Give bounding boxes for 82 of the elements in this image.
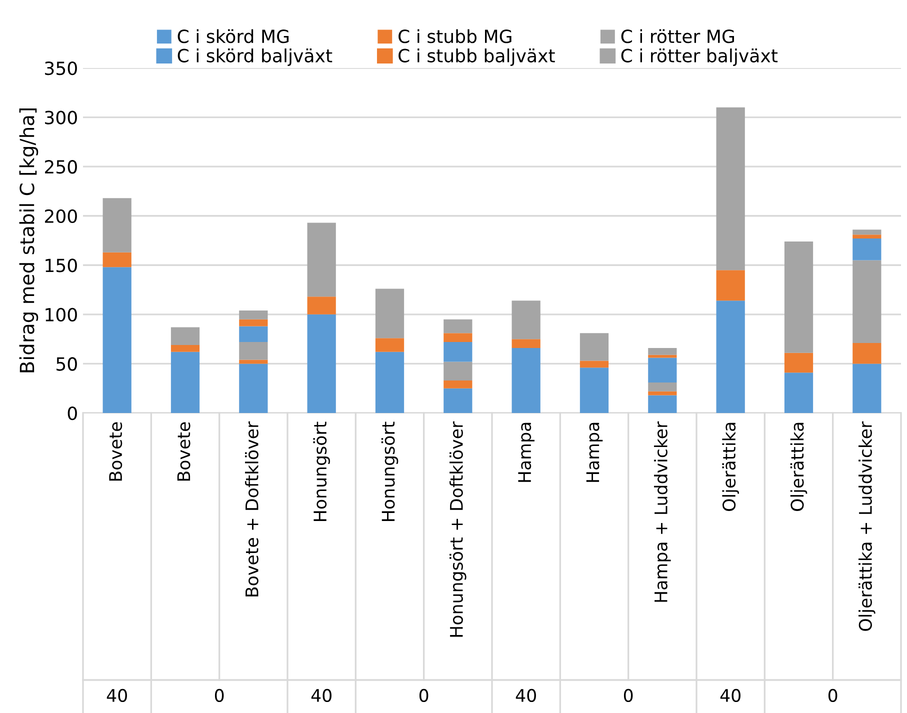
bar: [716, 300, 745, 413]
text: 40: [516, 688, 536, 702]
bar: [784, 372, 814, 413]
bar: [444, 333, 472, 342]
bar: [852, 230, 882, 235]
bar: [102, 252, 132, 268]
legend-label: C i rötter MG: [621, 29, 734, 44]
bar: [852, 260, 882, 344]
y-tick-label: 300: [45, 110, 77, 124]
bar: [580, 360, 609, 368]
bar: [444, 388, 472, 413]
bar: [716, 107, 745, 270]
bar: [102, 198, 132, 252]
bar: [512, 348, 540, 413]
text: 0: [828, 688, 838, 702]
y-tick-label: 100: [46, 308, 77, 322]
y-tick-label: 200: [45, 209, 77, 223]
bar: [444, 319, 472, 334]
text: 0: [624, 688, 633, 702]
bar: [375, 288, 404, 338]
x-tick-label: Hampa + Luddvicker: [654, 421, 671, 602]
bar: [784, 352, 814, 373]
y-tick-label: 250: [45, 160, 77, 174]
bar: [852, 238, 882, 260]
bar: [852, 343, 882, 364]
bar: [648, 348, 677, 355]
x-tick-label: Bovete + Doftklöver: [245, 421, 258, 596]
bar: [375, 352, 404, 413]
bar: [648, 354, 677, 358]
legend-label: C i skörd baljväxt: [178, 48, 332, 66]
x-tick-label: Oljerättika: [722, 422, 739, 511]
bar: [648, 395, 677, 413]
bar: [239, 342, 268, 360]
bar: [648, 382, 677, 392]
bar: [102, 267, 132, 413]
x-tick-label: Honungsört + Doftklöver: [450, 421, 466, 637]
bar: [512, 300, 540, 340]
bar: [239, 319, 268, 326]
x-tick-label: Oljerättika + Luddvicker: [858, 421, 876, 631]
bar: [852, 234, 882, 239]
x-tick-label: Oljerättika: [790, 422, 808, 511]
bar: [170, 327, 200, 345]
bar: [852, 364, 882, 413]
x-tick-label: Hampa: [518, 422, 534, 482]
bar: [444, 342, 472, 362]
text: 40: [720, 688, 740, 702]
bar: [307, 222, 336, 297]
bar: [239, 364, 268, 413]
legend-label: C i skörd MG: [178, 29, 289, 44]
y-tick-label: 0: [68, 406, 77, 420]
bar: [580, 333, 609, 361]
bar: [512, 339, 540, 348]
bar: [375, 338, 404, 352]
bar: [307, 296, 336, 314]
bar: [239, 326, 268, 342]
y-tick-label: 50: [56, 357, 77, 371]
bar: [170, 352, 200, 413]
bar: [444, 380, 472, 388]
text: 40: [311, 688, 332, 702]
y-tick-label: 150: [46, 258, 77, 272]
x-tick-label: Bovete: [109, 422, 122, 481]
x-tick-label: Bovete: [177, 422, 190, 481]
bar: [784, 241, 814, 353]
legend-label: C i stubb baljväxt: [398, 48, 555, 66]
x-tick-label: Honungsört: [381, 422, 398, 521]
x-tick-label: Hampa: [586, 422, 603, 482]
bar: [648, 391, 677, 396]
bar: [307, 314, 336, 413]
bar: [239, 310, 268, 320]
bar: [444, 362, 472, 380]
bar: [170, 344, 200, 352]
text: 40: [106, 688, 127, 702]
bar: [648, 358, 677, 382]
x-tick-label: Honungsört: [313, 422, 330, 521]
bar: [716, 270, 745, 301]
text: 0: [214, 688, 224, 702]
text: 0: [419, 688, 428, 702]
bar: [580, 368, 609, 413]
legend-label: C i stubb MG: [398, 29, 512, 44]
legend-label: C i rötter baljväxt: [621, 48, 778, 66]
y-axis-title: Bidrag med stabil C [kg/ha]: [19, 108, 38, 372]
y-tick-label: 350: [45, 61, 77, 76]
